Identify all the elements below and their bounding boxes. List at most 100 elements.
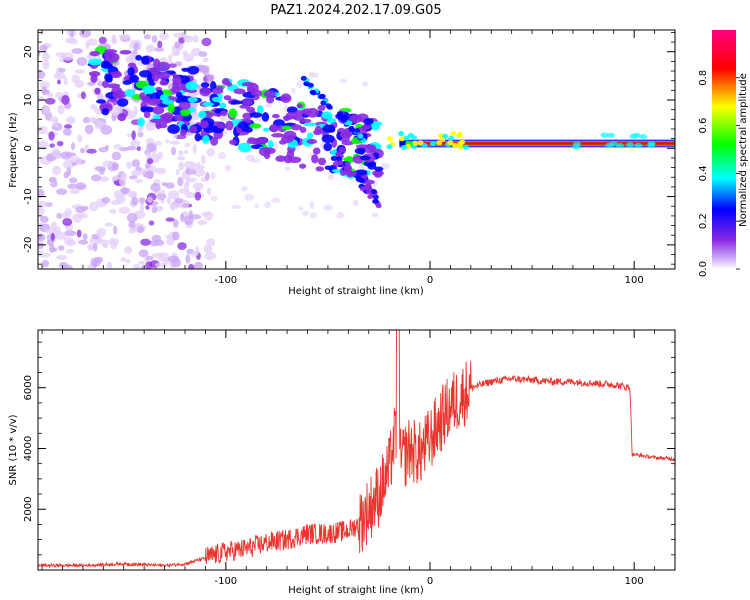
spectrogram-cell [183, 35, 194, 43]
spectrogram-cell [41, 85, 47, 96]
spectrogram-cell [49, 143, 55, 148]
spectrogram-cell [183, 52, 194, 62]
spectrogram-cell [175, 169, 180, 176]
spectrogram-cell [192, 143, 197, 154]
top-x-tick-label: 0 [427, 275, 433, 286]
spectrogram-cell [310, 72, 319, 79]
spectrogram-cell [346, 120, 353, 126]
spectrogram-cell [137, 117, 145, 127]
spectrogram-cell [210, 136, 219, 146]
spectrogram-cell [254, 203, 259, 209]
spectrogram-cell [271, 133, 285, 138]
spectrogram-cell [632, 132, 641, 138]
spectrogram-cell [371, 212, 379, 218]
spectrogram-cell [106, 261, 113, 269]
spectrogram-cell [38, 70, 46, 79]
spectrogram-cell [68, 177, 78, 184]
spectrogram-cell [110, 240, 118, 250]
spectrogram-cell [168, 190, 180, 200]
spectrogram-cell [109, 209, 117, 214]
bottom-x-tick-label: 0 [427, 576, 433, 587]
spectrogram-cell [451, 142, 458, 148]
spectrogram-cell [54, 231, 67, 240]
spectrogram-cell [149, 240, 159, 247]
spectrogram-cell [193, 168, 206, 177]
spectrogram-cell [72, 213, 83, 223]
spectrogram-cell [272, 113, 280, 119]
spectrogram-cell [375, 203, 382, 209]
spectrogram-cell [206, 148, 216, 157]
spectrogram-cell [38, 242, 44, 250]
spectrogram-cell [142, 85, 156, 94]
spectrogram-cell [97, 81, 104, 87]
spectrogram-cell [140, 238, 151, 246]
spectrogram-cell [398, 136, 405, 142]
spectrogram-cell [180, 108, 191, 117]
spectrogram-cell [136, 146, 141, 151]
spectrogram-cell [145, 44, 156, 53]
spectrogram-cell [400, 144, 407, 150]
snr-series-line [38, 330, 675, 569]
spectrogram-cell [362, 147, 376, 153]
spectrogram-cell [219, 110, 228, 117]
spectrogram-cell [263, 90, 276, 98]
spectrogram-cell [371, 121, 380, 131]
top-x-axis-label: Height of straight line (km) [288, 286, 424, 297]
bottom-y-tick-label: 6000 [23, 375, 34, 400]
spectrogram-cell [95, 256, 104, 264]
top-y-tick-label: 0 [23, 145, 34, 151]
spectrogram-cell [264, 103, 273, 108]
spectrogram-cell [140, 168, 146, 176]
spectrogram-cell [48, 176, 57, 183]
spectrogram-cell [359, 186, 366, 192]
spectrogram-cell [165, 217, 175, 222]
spectrogram-cell [77, 134, 83, 143]
spectrogram-cell [145, 261, 153, 269]
spectrogram-cell [261, 112, 270, 122]
spectrogram-cell [183, 160, 196, 169]
spectrogram-cell [88, 201, 99, 212]
spectrogram-cell [179, 75, 191, 84]
spectrogram-cell [122, 187, 128, 196]
spectrogram-cell [154, 47, 165, 52]
spectrogram-cell [151, 252, 164, 258]
spectrogram-cell [89, 50, 100, 57]
spectrogram-cell [126, 212, 138, 223]
spectrogram-cell [55, 52, 67, 58]
spectrogram-cell [113, 225, 118, 235]
spectrogram-cell [132, 41, 142, 51]
spectrogram-cell [113, 144, 122, 150]
spectrogram-cell [146, 142, 157, 152]
spectrogram-cell [38, 125, 48, 135]
spectrogram-cell [299, 126, 307, 134]
spectrogram-cell [210, 81, 217, 91]
spectrogram-cell [192, 35, 199, 44]
spectrogram-cell [221, 114, 229, 122]
spectrogram-cell [100, 60, 111, 69]
spectrogram-cell [155, 205, 164, 213]
spectrogram-cell [290, 124, 302, 131]
spectrogram-cell [56, 212, 63, 219]
top-y-tick-label: 20 [23, 45, 34, 58]
spectrogram-cell [178, 101, 191, 110]
spectrogram-cell [283, 130, 297, 140]
spectrogram-cell [185, 254, 191, 264]
spectrogram-cell [99, 167, 105, 175]
spectrogram-cell [306, 139, 318, 145]
spectrogram-cell [111, 163, 118, 170]
spectrogram-cell [270, 197, 281, 203]
snr-frame [38, 330, 675, 570]
spectrogram-cell [146, 98, 161, 106]
spectrogram-cell [456, 131, 463, 137]
spectrogram-cell [297, 206, 304, 211]
spectrogram-cell [126, 161, 132, 169]
spectrogram-cell [145, 205, 150, 210]
spectrogram-cell [78, 239, 89, 245]
spectrogram-cell [249, 123, 262, 129]
spectrogram-cell [44, 97, 56, 105]
spectrogram-cell [380, 163, 390, 170]
spectrogram-cell [174, 114, 184, 122]
spectrogram-cell [269, 124, 279, 133]
spectrogram-cell [42, 52, 50, 62]
spectrogram-cell [329, 126, 336, 133]
